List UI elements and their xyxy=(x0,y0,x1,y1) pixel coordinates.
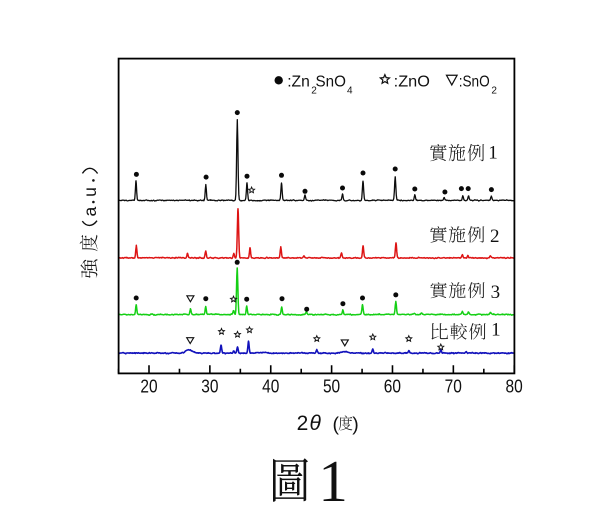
svg-text:): ) xyxy=(352,413,359,435)
svg-text:80: 80 xyxy=(506,375,523,396)
svg-text:SnO: SnO xyxy=(316,74,346,91)
svg-text:60: 60 xyxy=(384,375,401,396)
svg-text:1: 1 xyxy=(491,320,501,341)
svg-text:(: ( xyxy=(333,413,340,435)
svg-text:2: 2 xyxy=(297,412,309,435)
svg-text:70: 70 xyxy=(445,375,462,396)
svg-text:20: 20 xyxy=(140,375,157,396)
svg-text:a: a xyxy=(80,207,100,217)
svg-text:1: 1 xyxy=(318,448,348,514)
svg-text:2: 2 xyxy=(311,86,317,97)
svg-text:θ: θ xyxy=(310,412,322,435)
svg-text:4: 4 xyxy=(347,86,353,97)
svg-text::SnO: :SnO xyxy=(459,74,490,91)
svg-text:2: 2 xyxy=(490,226,500,247)
svg-text:30: 30 xyxy=(201,375,218,396)
svg-text:u: u xyxy=(80,187,100,197)
svg-text::ZnO: :ZnO xyxy=(394,74,430,91)
svg-text:3: 3 xyxy=(491,282,501,303)
svg-text:2: 2 xyxy=(491,86,497,97)
svg-text:40: 40 xyxy=(262,375,279,396)
svg-text::Zn: :Zn xyxy=(287,74,310,91)
svg-text:1: 1 xyxy=(488,143,498,164)
svg-text:50: 50 xyxy=(323,375,340,396)
